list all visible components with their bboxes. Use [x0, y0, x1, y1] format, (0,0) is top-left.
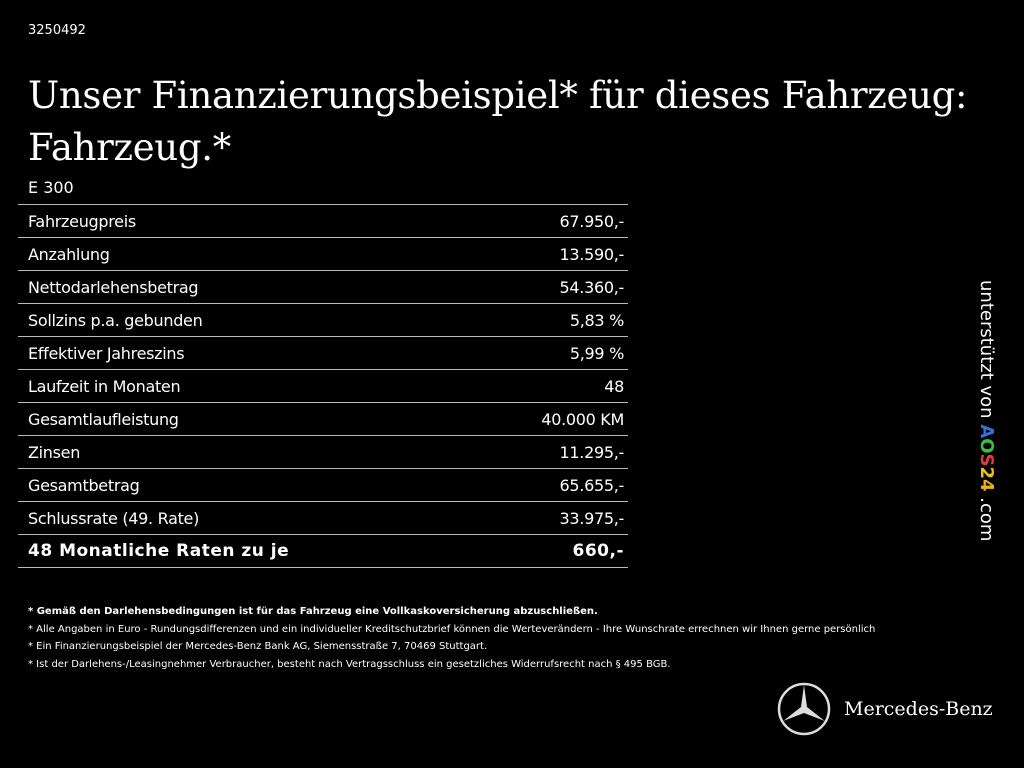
table-row: Sollzins p.a. gebunden 5,83 % [18, 303, 628, 337]
row-label: Nettodarlehensbetrag [18, 270, 470, 304]
logo-letter: S [976, 453, 997, 467]
table-row: Fahrzeugpreis 67.950,- [18, 204, 628, 238]
table-row: Nettodarlehensbetrag 54.360,- [18, 270, 628, 304]
row-label: Zinsen [18, 435, 470, 469]
row-label: Sollzins p.a. gebunden [18, 303, 470, 337]
mercedes-star-icon [777, 682, 831, 736]
table-row: Schlussrate (49. Rate) 33.975,- [18, 501, 628, 535]
row-value: 65.655,- [469, 468, 628, 502]
row-value: 33.975,- [469, 501, 628, 535]
table-row: Anzahlung 13.590,- [18, 237, 628, 271]
footnotes: * Gemäß den Darlehensbedingungen ist für… [28, 603, 875, 673]
row-label: Schlussrate (49. Rate) [18, 501, 470, 535]
supported-by-label: unterstützt von [976, 280, 997, 425]
model-name: E 300 [28, 178, 74, 197]
logo-letter: O [976, 438, 997, 454]
footnote: * Gemäß den Darlehensbedingungen ist für… [28, 606, 598, 617]
row-value: 48 [469, 369, 628, 403]
row-label: Gesamtlaufleistung [18, 402, 470, 436]
row-value: 660,- [469, 534, 628, 568]
logo-letter: A [976, 424, 997, 439]
row-value: 5,99 % [469, 336, 628, 370]
vehicle-id: 3250492 [28, 23, 86, 38]
row-label: Gesamtbetrag [18, 468, 470, 502]
table-row: Gesamtlaufleistung 40.000 KM [18, 402, 628, 436]
row-value: 11.295,- [469, 435, 628, 469]
row-label: 48 Monatliche Raten zu je [18, 534, 470, 568]
table-row: Laufzeit in Monaten 48 [18, 369, 628, 403]
row-value: 13.590,- [469, 237, 628, 271]
mercedes-benz-brand: Mercedes-Benz [776, 681, 993, 737]
row-label: Anzahlung [18, 237, 470, 271]
table-row: 48 Monatliche Raten zu je 660,- [18, 534, 628, 568]
domain-suffix: .com [976, 491, 997, 542]
row-label: Laufzeit in Monaten [18, 369, 470, 403]
table-row: Zinsen 11.295,- [18, 435, 628, 469]
row-value: 54.360,- [469, 270, 628, 304]
row-value: 67.950,- [469, 204, 628, 238]
table-row: Gesamtbetrag 65.655,- [18, 468, 628, 502]
footnote: * Ist der Darlehens-/Leasingnehmer Verbr… [28, 658, 671, 670]
logo-letter: 4 [976, 479, 997, 492]
supported-by-aos24: unterstützt von AOS24 .com [976, 280, 997, 541]
row-label: Effektiver Jahreszins [18, 336, 470, 370]
footnote: * Ein Finanzierungsbeispiel der Mercedes… [28, 641, 488, 652]
footnote: * Alle Angaben in Euro - Rundungsdiffere… [28, 623, 876, 635]
page-title: Unser Finanzierungsbeispiel* für dieses … [28, 70, 967, 174]
title-line-2: Fahrzeug.* [28, 126, 231, 169]
table-row: Effektiver Jahreszins 5,99 % [18, 336, 628, 370]
financing-table: Fahrzeugpreis 67.950,- Anzahlung 13.590,- Ne… [18, 204, 628, 568]
row-label: Fahrzeugpreis [18, 204, 470, 238]
brand-name: Mercedes-Benz [844, 698, 993, 720]
row-value: 5,83 % [469, 303, 628, 337]
logo-letter: 2 [976, 466, 997, 480]
title-line-1: Unser Finanzierungsbeispiel* für dieses … [28, 74, 968, 117]
row-value: 40.000 KM [469, 402, 628, 436]
aos24-logo: AOS24 [976, 424, 997, 491]
